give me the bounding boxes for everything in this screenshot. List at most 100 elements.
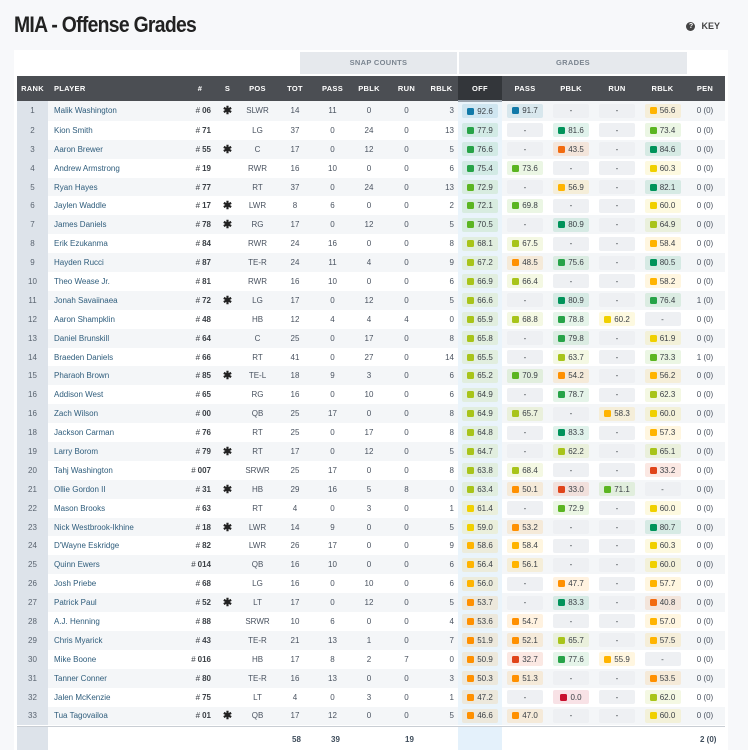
grade-color-swatch xyxy=(558,391,566,399)
player-name-link[interactable]: Josh Priebe xyxy=(48,574,185,594)
player-name-link[interactable]: Chris Myarick xyxy=(48,630,185,650)
table-row[interactable]: 16 Addison West #65 RG 16 0 10 0 6 64.9-78.7-62.3… xyxy=(17,385,725,405)
table-row[interactable]: 23 Nick Westbrook-Ikhine #18 ✱ LWR 14 9 0 0 5 59.0… xyxy=(17,517,725,537)
table-row[interactable]: 1 Malik Washington #06 ✱ SLWR 14 11 0 0 3 92.6 91.7… xyxy=(17,101,725,121)
player-name-link[interactable]: Ryan Hayes xyxy=(48,177,185,197)
player-name-link[interactable]: Theo Wease Jr. xyxy=(48,272,185,291)
table-row[interactable]: 20 Tahj Washington #007 SRWR 25 17 0 0 8 63.8 68.4… xyxy=(17,460,725,480)
player-name-link[interactable]: Mike Boone xyxy=(48,649,185,669)
player-name-link[interactable]: Aaron Shampklin xyxy=(48,309,185,329)
table-row[interactable]: 11 Jonah Savaiinaea #72 ✱ LG 17 0 12 0 5 66.6-80.9… xyxy=(17,290,725,310)
column-header-penalties[interactable]: PEN xyxy=(685,76,725,101)
grade-color-swatch xyxy=(467,145,475,153)
player-name-link[interactable]: Tanner Conner xyxy=(48,668,185,688)
grade-value: 62.0 xyxy=(659,692,676,702)
table-row[interactable]: 22 Mason Brooks #63 RT 4 0 3 0 1 61.4-72.9-60.0 0 … xyxy=(17,498,725,518)
jersey-number-cell: #76 xyxy=(185,423,215,443)
player-name-link[interactable]: Larry Borom xyxy=(48,442,185,461)
column-header-number[interactable]: # xyxy=(185,76,215,101)
player-name-link[interactable]: Addison West xyxy=(48,385,185,405)
grade-off: 59.0 xyxy=(458,517,502,537)
column-header-grade-rblk[interactable]: RBLK xyxy=(640,76,685,101)
starter-cell xyxy=(215,158,240,178)
player-name-link[interactable]: Daniel Brunskill xyxy=(48,328,185,348)
table-row[interactable]: 26 Josh Priebe #68 LG 16 0 10 0 6 56.0-47.7-57.7 0… xyxy=(17,574,725,594)
column-header-snaps-run[interactable]: RUN xyxy=(388,76,425,101)
player-name-link[interactable]: D'Wayne Eskridge xyxy=(48,536,185,556)
player-name-link[interactable]: Nick Westbrook-Ikhine xyxy=(48,517,185,537)
player-name-link[interactable]: Jackson Carman xyxy=(48,423,185,443)
player-name-link[interactable]: Jalen McKenzie xyxy=(48,687,185,707)
jersey-number-cell: #48 xyxy=(185,309,215,329)
snap-total: 12 xyxy=(275,309,315,329)
table-row[interactable]: 31 Tanner Conner #80 TE-R 16 13 0 0 3 50.3 51.3- -5… xyxy=(17,668,725,688)
table-row[interactable]: 10 Theo Wease Jr. #81 RWR 16 10 0 0 6 66.9 66.4- -5… xyxy=(17,272,725,291)
table-row[interactable]: 30 Mike Boone #016 HB 17 8 2 7 0 50.9 32.7 77.6 55.9… xyxy=(17,649,725,669)
grade-value: - xyxy=(569,239,573,249)
snap-pass: 17 xyxy=(315,404,350,424)
table-row[interactable]: 16 Zach Wilson #00 QB 25 17 0 0 8 64.9 65.7-58.3 60… xyxy=(17,404,725,424)
player-name-link[interactable]: Jaylen Waddle xyxy=(48,196,185,216)
table-row[interactable]: 27 Patrick Paul #52 ✱ LT 17 0 12 0 5 53.7-83.3-40.… xyxy=(17,593,725,613)
player-name-link[interactable]: Patrick Paul xyxy=(48,593,185,613)
table-row[interactable]: 29 Chris Myarick #43 TE-R 21 13 1 0 7 51.9 52.1 65.… xyxy=(17,630,725,650)
grade-value: - xyxy=(615,579,619,589)
snap-rblk: 3 xyxy=(425,668,458,688)
player-name-link[interactable]: Erik Ezukanma xyxy=(48,234,185,254)
table-row[interactable]: 15 Pharaoh Brown #85 ✱ TE-L 18 9 3 0 6 65.2 70.9 54.… xyxy=(17,366,725,386)
column-header-grade-pblk[interactable]: PBLK xyxy=(548,76,594,101)
column-header-player[interactable]: PLAYER xyxy=(48,76,185,101)
player-name-link[interactable]: Braeden Daniels xyxy=(48,347,185,367)
grade-value: 69.8 xyxy=(522,201,538,211)
player-name-link[interactable]: A.J. Henning xyxy=(48,612,185,631)
table-row[interactable]: 12 Aaron Shampklin #48 HB 12 4 4 4 0 65.9 68.8 78.8… xyxy=(17,309,725,329)
player-name-link[interactable]: Zach Wilson xyxy=(48,404,185,424)
player-name-link[interactable]: Jonah Savaiinaea xyxy=(48,290,185,310)
table-row[interactable]: 18 Jackson Carman #76 RT 25 0 17 0 8 64.8-83.3-57… xyxy=(17,423,725,443)
player-name-link[interactable]: Pharaoh Brown xyxy=(48,366,185,386)
column-header-position[interactable]: POS xyxy=(240,76,275,101)
grade-chip: 78.8 xyxy=(553,312,589,327)
player-name-link[interactable]: Aaron Brewer xyxy=(48,139,185,159)
table-row[interactable]: 7 James Daniels #78 ✱ RG 17 0 12 0 5 70.5-80.9-64.… xyxy=(17,215,725,235)
column-header-snaps-rblk[interactable]: RBLK xyxy=(425,76,458,101)
player-name-link[interactable]: Kion Smith xyxy=(48,120,185,140)
table-row[interactable]: 33 Tua Tagovailoa #01 ✱ QB 17 12 0 0 5 46.6 47.0- -6… xyxy=(17,706,725,726)
player-name-link[interactable]: Mason Brooks xyxy=(48,498,185,518)
column-header-snaps-pblk[interactable]: PBLK xyxy=(350,76,388,101)
table-row[interactable]: 4 Andrew Armstrong #19 RWR 16 10 0 0 6 75.4 73.6- -… xyxy=(17,158,725,178)
table-row[interactable]: 3 Aaron Brewer #55 ✱ C 17 0 12 0 5 76.6-43.5-84.6 0… xyxy=(17,139,725,159)
key-button[interactable]: ? KEY xyxy=(686,21,720,31)
table-row[interactable]: 14 Braeden Daniels #66 RT 41 0 27 0 14 65.5-63.7-… xyxy=(17,347,725,367)
table-row[interactable]: 2 Kion Smith #71 LG 37 0 24 0 13 77.9-81.6-73.4 0 … xyxy=(17,120,725,140)
column-header-rank[interactable]: RANK xyxy=(17,76,48,101)
column-header-grade-off[interactable]: OFF xyxy=(458,76,502,102)
table-row[interactable]: 13 Daniel Brunskill #64 C 25 0 17 0 8 65.8-79.8-6… xyxy=(17,328,725,348)
table-row[interactable]: 24 D'Wayne Eskridge #82 LWR 26 17 0 0 9 58.6 58.4-… xyxy=(17,536,725,556)
player-name-link[interactable]: Tua Tagovailoa xyxy=(48,706,185,726)
table-row[interactable]: 25 Quinn Ewers #014 QB 16 10 0 0 6 56.4 56.1- -60.0… xyxy=(17,555,725,575)
player-name-link[interactable]: Malik Washington xyxy=(48,101,185,121)
player-name-link[interactable]: Hayden Rucci xyxy=(48,253,185,273)
column-header-grade-pass[interactable]: PASS xyxy=(502,76,548,101)
table-row[interactable]: 8 Erik Ezukanma #84 RWR 24 16 0 0 8 68.1 67.5- -58.… xyxy=(17,234,725,254)
column-header-snaps-pass[interactable]: PASS xyxy=(315,76,350,101)
player-name-link[interactable]: James Daniels xyxy=(48,215,185,235)
grade-rblk: 56.6 xyxy=(640,101,685,121)
column-header-starter[interactable]: S xyxy=(215,76,240,101)
table-row[interactable]: 6 Jaylen Waddle #17 ✱ LWR 8 6 0 0 2 72.1 69.8- -60.0… xyxy=(17,196,725,216)
column-header-snaps-total[interactable]: TOT xyxy=(275,76,315,101)
table-row[interactable]: 5 Ryan Hayes #77 RT 37 0 24 0 13 72.9-56.9-82.1 0 … xyxy=(17,177,725,197)
player-name-link[interactable]: Ollie Gordon II xyxy=(48,479,185,499)
table-row[interactable]: 32 Jalen McKenzie #75 LT 4 0 3 0 1 47.2-0.0-62.0 0… xyxy=(17,687,725,707)
table-row[interactable]: 19 Larry Borom #79 ✱ RT 17 0 12 0 5 64.7-62.2-65.1… xyxy=(17,442,725,461)
penalties-cell: 0 (0) xyxy=(685,385,725,405)
table-row[interactable]: 9 Hayden Rucci #87 TE-R 24 11 4 0 9 67.2 48.5 75.6-… xyxy=(17,253,725,273)
player-name-link[interactable]: Quinn Ewers xyxy=(48,555,185,575)
column-header-grade-run[interactable]: RUN xyxy=(594,76,640,101)
table-row[interactable]: 21 Ollie Gordon II #31 ✱ HB 29 16 5 8 0 63.4 50.1 33… xyxy=(17,479,725,499)
table-row[interactable]: 28 A.J. Henning #88 SRWR 10 6 0 0 4 53.6 54.7- -57.… xyxy=(17,612,725,631)
player-name-link[interactable]: Andrew Armstrong xyxy=(48,158,185,178)
player-name-link[interactable]: Tahj Washington xyxy=(48,460,185,480)
grade-value: 50.9 xyxy=(477,654,493,664)
